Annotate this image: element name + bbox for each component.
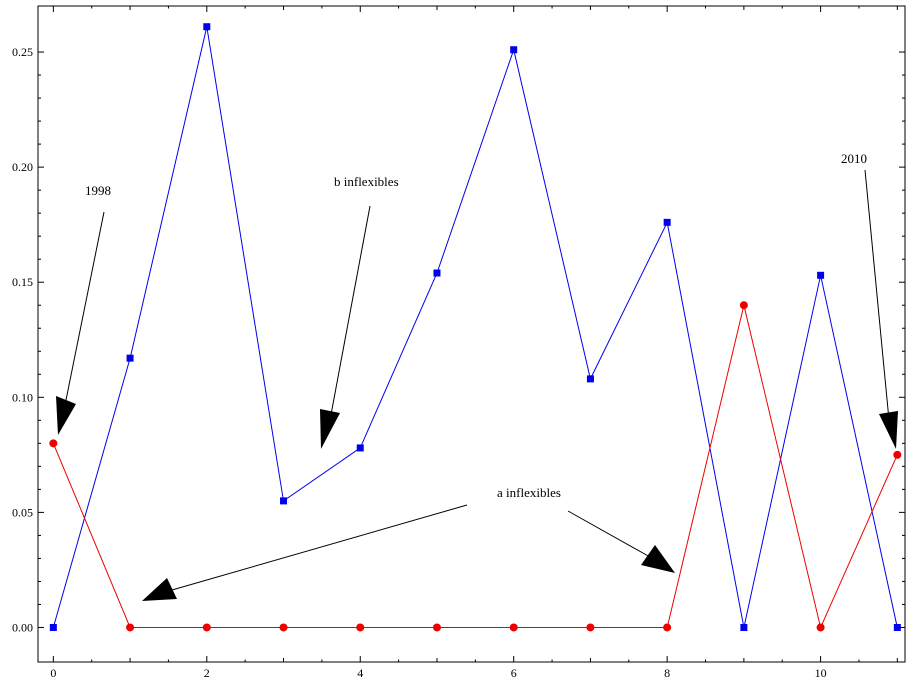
plot-border [37, 5, 906, 663]
arrow-1998-head [56, 396, 76, 435]
series-0-point [817, 271, 825, 279]
series-1-point [49, 439, 58, 448]
series-1-point [279, 623, 288, 632]
series-1-point [202, 623, 211, 632]
annotation-2010: 2010 [841, 151, 867, 166]
series-1-point [356, 623, 365, 632]
annotation-1998: 1998 [85, 183, 111, 198]
series-1-point [893, 450, 902, 459]
series-1-point [432, 623, 441, 632]
plot-frame [37, 5, 906, 663]
x-tick-label: 8 [664, 666, 670, 680]
annotations: 1998 b inflexibles a inflexibles 2010 [56, 151, 898, 601]
arrow-2010-head [879, 411, 898, 449]
series-0-point [663, 218, 671, 226]
series-lines [52, 26, 898, 630]
arrow-a-inflexibles-left-shaft [171, 504, 468, 591]
x-tick-label: 6 [511, 666, 517, 680]
series-1-line [52, 305, 898, 630]
series-0-point [203, 23, 211, 31]
x-tick-label: 0 [50, 666, 56, 680]
series-1-point [663, 623, 672, 632]
series-1-point [509, 623, 518, 632]
series-1-point [816, 623, 825, 632]
x-tick-label: 4 [357, 666, 363, 680]
series-markers [49, 23, 902, 632]
annotation-a-inflexibles: a inflexibles [497, 485, 561, 500]
y-tick-label: 0.00 [12, 620, 33, 634]
series-0-point [433, 269, 441, 277]
x-axis-ticks: 0 2 4 6 8 10 [50, 6, 898, 680]
y-tick-label: 0.25 [12, 45, 33, 59]
series-0-line [52, 26, 898, 628]
series-1-point [126, 623, 135, 632]
y-tick-label: 0.10 [12, 390, 33, 404]
x-tick-label: 10 [815, 666, 827, 680]
arrow-1998-shaft [64, 211, 105, 406]
series-0-point [586, 375, 594, 383]
arrow-2010-shaft [864, 169, 890, 421]
series-0-point [280, 497, 288, 505]
y-axis-ticks: 0.00 0.05 0.10 0.15 0.20 0.25 [12, 45, 905, 634]
y-tick-label: 0.05 [12, 505, 33, 519]
series-0-point [126, 354, 134, 362]
series-0-point [893, 623, 901, 631]
arrow-a-inflexibles-right-shaft [567, 510, 651, 558]
arrow-b-inflexibles-head [320, 409, 340, 449]
series-0-point [740, 623, 748, 631]
arrow-a-inflexibles-right-head [641, 545, 675, 573]
y-tick-label: 0.20 [12, 160, 33, 174]
annotation-b-inflexibles: b inflexibles [334, 174, 399, 189]
arrow-a-inflexibles-left-head [142, 578, 177, 601]
series-1-point [586, 623, 595, 632]
series-0-point [49, 623, 57, 631]
series-0-point [356, 444, 364, 452]
series-0-point [510, 46, 518, 54]
arrow-b-inflexibles-shaft [329, 205, 371, 421]
y-tick-label: 0.15 [12, 275, 33, 289]
series-1-point [739, 301, 748, 310]
x-tick-label: 2 [204, 666, 210, 680]
